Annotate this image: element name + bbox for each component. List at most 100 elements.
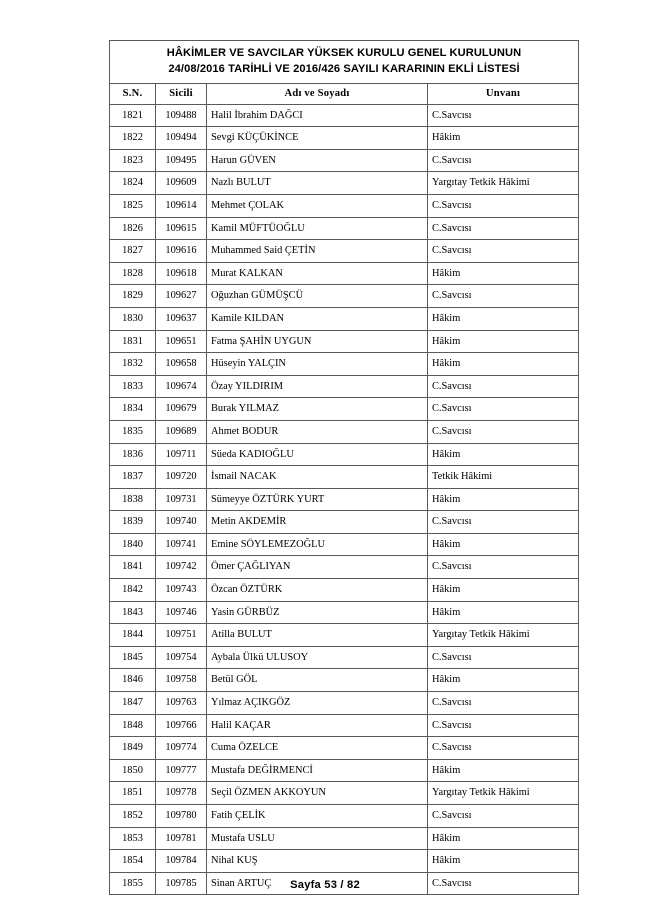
document-title-line-1: HÂKİMLER VE SAVCILAR YÜKSEK KURULU GENEL… bbox=[166, 47, 522, 59]
cell-unvan: C.Savcısı bbox=[426, 713, 580, 738]
document-title-line-2: 24/08/2016 TARİHLİ VE 2016/426 SAYILI KA… bbox=[168, 63, 520, 76]
cell-unvan: Hâkim bbox=[426, 849, 580, 873]
cell-unvan: Hâkim bbox=[426, 668, 580, 693]
cell-sicil: 109784 bbox=[155, 849, 207, 873]
cell-sn: 1854 bbox=[109, 849, 156, 873]
cell-name: Süeda KADIOĞLU bbox=[206, 442, 428, 467]
cell-name: Mehmet ÇOLAK bbox=[206, 193, 428, 218]
cell-sn: 1832 bbox=[109, 352, 156, 376]
table-row: 1849 109774 Cuma ÖZELCE C.Savcısı bbox=[109, 736, 580, 760]
cell-sn: 1838 bbox=[109, 487, 156, 512]
table-row: 1844 109751 Atilla BULUT Yargıtay Tetkik Hâ… bbox=[109, 623, 580, 647]
cell-name: Aybala Ülkü ULUSOY bbox=[206, 645, 428, 670]
page-footer: Sayfa 53 / 82 bbox=[290, 879, 360, 891]
cell-name: Kamile KILDAN bbox=[206, 306, 428, 331]
cell-sn: 1834 bbox=[109, 397, 156, 421]
cell-sicil: 109731 bbox=[155, 487, 207, 512]
cell-sicil: 109780 bbox=[155, 804, 207, 828]
cell-sicil: 109746 bbox=[155, 600, 207, 625]
cell-sn: 1825 bbox=[109, 193, 156, 218]
table-row: 1851 109778 Seçil ÖZMEN AKKOYUN Yargıtay Te… bbox=[109, 781, 580, 805]
table-row: 1838 109731 Sümeyye ÖZTÜRK YURT Hâkim bbox=[109, 487, 580, 512]
cell-name: Metin AKDEMİR bbox=[206, 510, 428, 534]
table-row: 1821 109488 Halil İbrahim DAĞCI C.Savcısı bbox=[109, 103, 580, 128]
cell-sicil: 109778 bbox=[155, 781, 207, 805]
cell-unvan: Tetkik Hâkimi bbox=[426, 465, 580, 489]
cell-unvan: Hâkim bbox=[426, 306, 580, 331]
table-row: 1825 109614 Mehmet ÇOLAK C.Savcısı bbox=[109, 193, 580, 218]
table-row: 1842 109743 Özcan ÖZTÜRK Hâkim bbox=[109, 578, 580, 602]
cell-unvan: Hâkim bbox=[426, 758, 580, 783]
cell-sicil: 109742 bbox=[155, 555, 207, 580]
cell-sicil: 109637 bbox=[155, 306, 207, 331]
cell-sn: 1853 bbox=[109, 826, 156, 851]
cell-sicil: 109488 bbox=[155, 103, 207, 128]
table-row: 1823 109495 Harun GÜVEN C.Savcısı bbox=[109, 148, 580, 173]
cell-sn: 1848 bbox=[109, 713, 156, 738]
cell-unvan: C.Savcısı bbox=[426, 216, 580, 241]
cell-unvan: Hâkim bbox=[426, 600, 580, 625]
cell-sn: 1849 bbox=[109, 736, 156, 760]
table-row: 1830 109637 Kamile KILDAN Hâkim bbox=[109, 306, 580, 331]
cell-name: Sinan ARTUÇ bbox=[206, 871, 428, 896]
cell-sicil: 109494 bbox=[155, 126, 207, 150]
cell-sn: 1842 bbox=[109, 578, 156, 602]
cell-sicil: 109741 bbox=[155, 532, 207, 557]
cell-sn: 1827 bbox=[109, 239, 156, 263]
cell-sicil: 109777 bbox=[155, 758, 207, 783]
table-row: 1824 109609 Nazlı BULUT Yargıtay Tetkik Hâk… bbox=[109, 171, 580, 195]
cell-sn: 1851 bbox=[109, 781, 156, 805]
cell-unvan: C.Savcısı bbox=[426, 397, 580, 421]
cell-name: Nihal KUŞ bbox=[206, 849, 428, 873]
cell-name: Halil İbrahim DAĞCI bbox=[206, 103, 428, 128]
cell-sn: 1852 bbox=[109, 804, 156, 828]
cell-name: Murat KALKAN bbox=[206, 261, 428, 286]
cell-name: Sevgi KÜÇÜKİNCE bbox=[206, 126, 428, 150]
cell-sicil: 109674 bbox=[155, 374, 207, 399]
cell-name: Ömer ÇAĞLIYAN bbox=[206, 555, 428, 580]
cell-sn: 1844 bbox=[109, 623, 156, 647]
cell-sicil: 109627 bbox=[155, 284, 207, 308]
cell-unvan: C.Savcısı bbox=[426, 736, 580, 760]
appendix-list-table: HÂKİMLER VE SAVCILAR YÜKSEK KURULU GENEL… bbox=[108, 40, 580, 896]
cell-sn: 1835 bbox=[109, 419, 156, 444]
cell-sn: 1828 bbox=[109, 261, 156, 286]
column-header-sicil: Sicili bbox=[155, 82, 207, 105]
cell-unvan: Yargıtay Tetkik Hâkimi bbox=[426, 171, 580, 195]
cell-unvan: Hâkim bbox=[426, 442, 580, 467]
cell-sicil: 109740 bbox=[155, 510, 207, 534]
cell-unvan: Hâkim bbox=[426, 352, 580, 376]
cell-sicil: 109754 bbox=[155, 645, 207, 670]
cell-unvan: C.Savcısı bbox=[426, 645, 580, 670]
cell-unvan: C.Savcısı bbox=[426, 871, 580, 896]
table-row: 1850 109777 Mustafa DEĞİRMENCİ Hâkim bbox=[109, 758, 580, 783]
cell-sicil: 109609 bbox=[155, 171, 207, 195]
table-row: 1853 109781 Mustafa USLU Hâkim bbox=[109, 826, 580, 851]
cell-sicil: 109679 bbox=[155, 397, 207, 421]
cell-name: Mustafa USLU bbox=[206, 826, 428, 851]
cell-sicil: 109774 bbox=[155, 736, 207, 760]
table-row: 1829 109627 Oğuzhan GÜMÜŞCÜ C.Savcısı bbox=[109, 284, 580, 308]
cell-sicil: 109658 bbox=[155, 352, 207, 376]
cell-sicil: 109743 bbox=[155, 578, 207, 602]
cell-unvan: Hâkim bbox=[426, 126, 580, 150]
cell-sn: 1845 bbox=[109, 645, 156, 670]
cell-sn: 1831 bbox=[109, 329, 156, 354]
table-row: 1836 109711 Süeda KADIOĞLU Hâkim bbox=[109, 442, 580, 467]
cell-unvan: C.Savcısı bbox=[426, 148, 580, 173]
cell-name: Özay YILDIRIM bbox=[206, 374, 428, 399]
table-row: 1855 109785 Sinan ARTUÇ C.Savcısı bbox=[109, 871, 580, 896]
cell-sn: 1855 bbox=[109, 871, 156, 896]
cell-sn: 1847 bbox=[109, 691, 156, 715]
cell-name: Hüseyin YALÇIN bbox=[206, 352, 428, 376]
table-row: 1848 109766 Halil KAÇAR C.Savcısı bbox=[109, 713, 580, 738]
table-row: 1847 109763 Yılmaz AÇIKGÖZ C.Savcısı bbox=[109, 691, 580, 715]
cell-sn: 1841 bbox=[109, 555, 156, 580]
table-row: 1826 109615 Kamil MÜFTÜOĞLU C.Savcısı bbox=[109, 216, 580, 241]
table-row: 1828 109618 Murat KALKAN Hâkim bbox=[109, 261, 580, 286]
cell-sicil: 109689 bbox=[155, 419, 207, 444]
cell-name: Oğuzhan GÜMÜŞCÜ bbox=[206, 284, 428, 308]
cell-sicil: 109751 bbox=[155, 623, 207, 647]
cell-name: Halil KAÇAR bbox=[206, 713, 428, 738]
